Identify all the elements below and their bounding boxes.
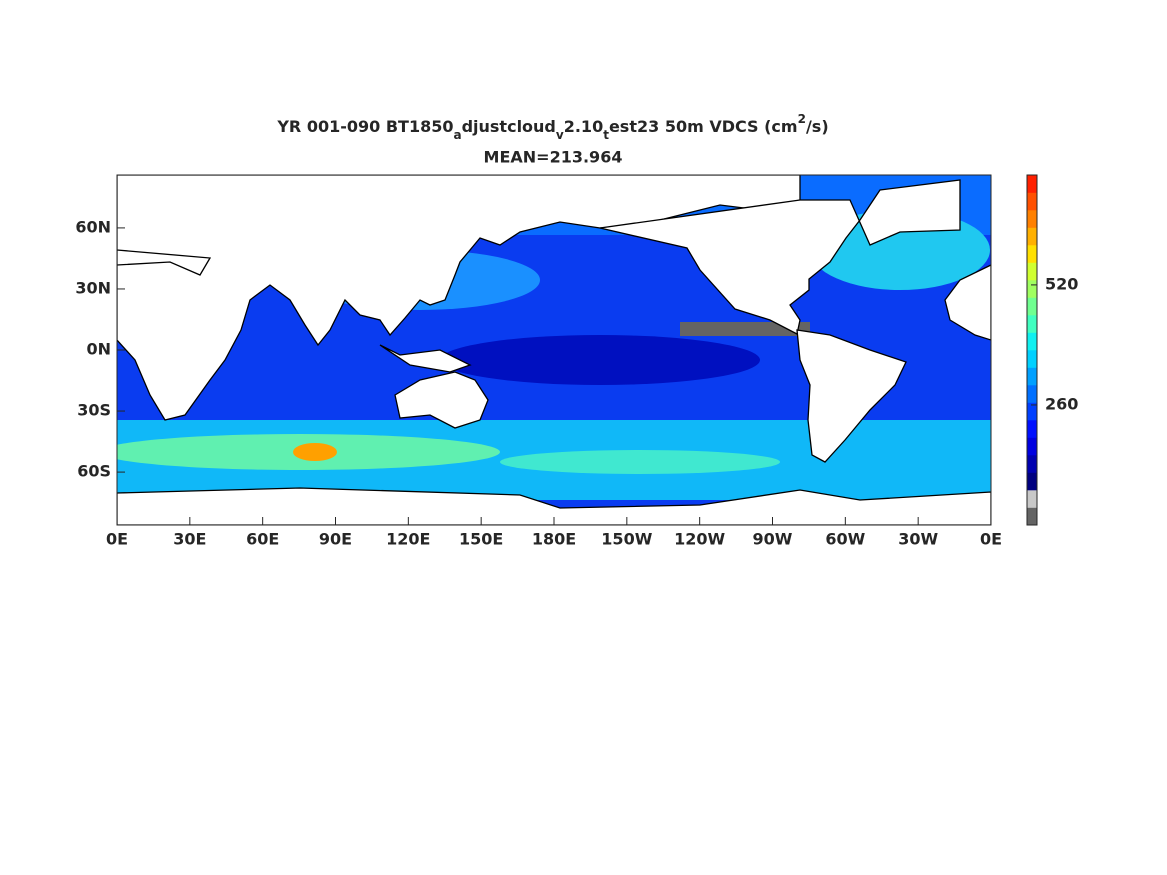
- land: [944, 264, 991, 341]
- colorbar-band: [1027, 437, 1037, 456]
- colorbar-band: [1027, 350, 1037, 368]
- x-tick-label: 30E: [173, 530, 206, 549]
- acc-band: [500, 450, 780, 474]
- title-part: djustcloud: [462, 117, 556, 136]
- title-sub: v: [556, 128, 564, 142]
- x-tick-label: 150E: [459, 530, 503, 549]
- colorbar-band: [1027, 332, 1037, 351]
- colorbar-band: [1027, 385, 1037, 403]
- x-tick-label: 30W: [898, 530, 938, 549]
- x-tick-label: 150W: [601, 530, 652, 549]
- colorbar-band: [1027, 402, 1037, 421]
- colorbar-band: [1027, 315, 1037, 333]
- y-tick-label: 30N: [75, 278, 111, 297]
- title-sub: t: [603, 128, 609, 142]
- colorbar: 260 520: [1027, 175, 1078, 526]
- colorbar-tick-label: 520: [1045, 274, 1078, 293]
- colorbar-band: [1027, 262, 1037, 281]
- x-tick-label: 60W: [825, 530, 865, 549]
- title-part: 2.10: [564, 117, 603, 136]
- colorbar-tick-label: 260: [1045, 394, 1078, 413]
- land: [796, 329, 907, 463]
- y-tick-label: 60N: [75, 217, 111, 236]
- x-tick-label: 180E: [532, 530, 576, 549]
- x-tick-label: 90W: [753, 530, 793, 549]
- x-tick-label: 90E: [319, 530, 352, 549]
- title-part: /s): [806, 117, 829, 136]
- y-tick-label: 0N: [86, 340, 111, 359]
- title-sub: a: [453, 128, 461, 142]
- colorbar-band: [1027, 507, 1037, 526]
- title-sup: 2: [798, 112, 806, 126]
- colorbar-band: [1027, 420, 1037, 438]
- colorbar-band: [1027, 367, 1037, 386]
- colorbar-band: [1027, 210, 1037, 228]
- x-tick-label: 0E: [106, 530, 128, 549]
- axes: 0E 30E 60E 90E 120E 150E 180E 150W 120W 90W 60W 30W…: [75, 217, 1002, 548]
- map-field: [117, 175, 991, 525]
- x-tick-label: 120W: [674, 530, 725, 549]
- colorbar-band: [1027, 297, 1037, 316]
- colorbar-band: [1027, 455, 1037, 473]
- colorbar-band: [1027, 280, 1037, 298]
- x-tick-label: 60E: [246, 530, 279, 549]
- y-tick-label: 60S: [77, 462, 111, 481]
- y-tick-label: 30S: [77, 401, 111, 420]
- colorbar-box: [1026, 174, 1038, 526]
- title: YR 001-090 BT1850adjustcloudv2.10test23 …: [276, 112, 828, 142]
- land: [117, 249, 212, 276]
- equatorial-pacific: [440, 335, 760, 385]
- land: [117, 487, 991, 525]
- land: [394, 371, 489, 429]
- title-part: YR 001-090 BT1850: [276, 117, 453, 136]
- low-patch: [680, 322, 810, 336]
- land: [599, 179, 961, 335]
- title-part: est23 50m VDCS (cm: [609, 117, 798, 136]
- colorbar-band: [1027, 472, 1037, 491]
- x-tick-label: 0E: [980, 530, 1002, 549]
- land: [379, 344, 472, 373]
- colorbar-band: [1027, 175, 1037, 193]
- colorbar-band: [1027, 490, 1037, 508]
- colorbar-band: [1027, 192, 1037, 211]
- colorbar-band: [1027, 227, 1037, 246]
- acc-max: [293, 443, 337, 461]
- colorbar-band: [1027, 245, 1037, 263]
- x-tick-label: 120E: [386, 530, 430, 549]
- subtitle: MEAN=213.964: [484, 148, 623, 167]
